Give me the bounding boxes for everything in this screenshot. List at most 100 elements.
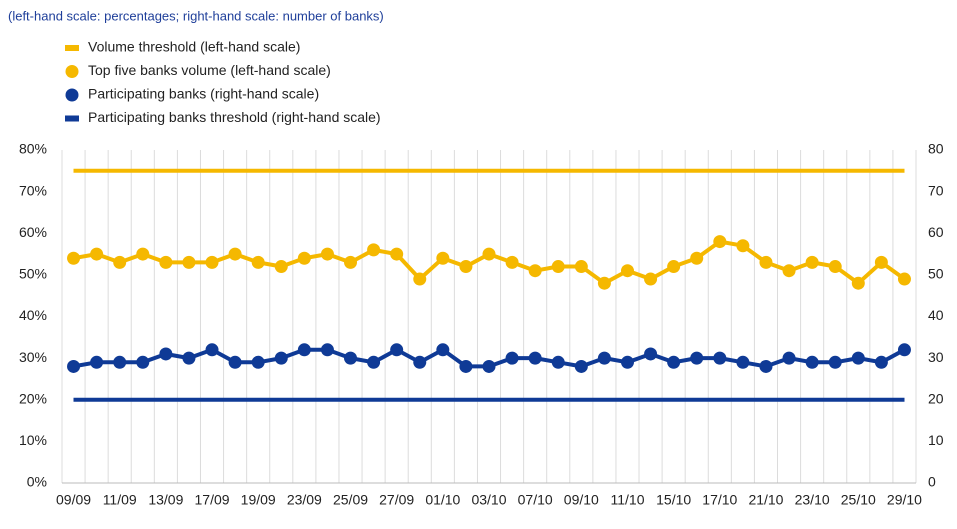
data-point (436, 251, 450, 265)
data-point (620, 355, 634, 369)
data-point (551, 260, 565, 274)
data-point (90, 355, 104, 369)
data-point (667, 260, 681, 274)
x-tick-label: 11/10 (610, 492, 644, 508)
data-point (644, 347, 658, 361)
y-tick-label: 80% (19, 141, 47, 157)
x-tick-label: 13/09 (148, 492, 183, 508)
legend-label: Volume threshold (left-hand scale) (88, 39, 300, 55)
data-point (459, 359, 473, 373)
y2-tick-label: 40 (928, 307, 944, 323)
legend-swatch (65, 45, 79, 51)
data-point (367, 355, 381, 369)
data-point (182, 351, 196, 365)
legend-swatch (65, 115, 79, 122)
data-point (344, 351, 358, 365)
x-tick-label: 01/10 (425, 492, 460, 508)
data-point (482, 247, 496, 261)
data-point (113, 255, 127, 269)
data-point (759, 359, 773, 373)
legend-label: Participating banks (right-hand scale) (88, 86, 319, 102)
data-point (851, 276, 865, 290)
data-point (274, 351, 288, 365)
data-point (274, 260, 288, 274)
y2-tick-label: 80 (928, 141, 944, 157)
data-point (759, 255, 773, 269)
data-point (367, 243, 381, 257)
y2-tick-label: 20 (928, 390, 944, 406)
data-point (251, 355, 265, 369)
data-point (413, 355, 427, 369)
x-tick-label: 07/10 (518, 492, 553, 508)
data-point (805, 355, 819, 369)
data-point (736, 239, 750, 253)
y-tick-label: 30% (19, 349, 47, 365)
data-point (782, 264, 796, 278)
data-point (874, 255, 888, 269)
data-point (390, 247, 404, 261)
data-point (713, 235, 727, 249)
x-tick-label: 19/09 (241, 492, 276, 508)
y-tick-label: 70% (19, 182, 47, 198)
data-point (228, 355, 242, 369)
data-point (182, 255, 196, 269)
data-point (67, 359, 81, 373)
data-point (505, 351, 519, 365)
data-point (667, 355, 681, 369)
data-point (320, 343, 334, 357)
x-tick-label: 23/10 (795, 492, 830, 508)
y2-tick-label: 60 (928, 224, 944, 240)
data-point (459, 260, 473, 274)
data-point (782, 351, 796, 365)
y2-tick-label: 10 (928, 432, 944, 448)
data-point (713, 351, 727, 365)
x-tick-label: 09/09 (56, 492, 91, 508)
data-point (205, 343, 219, 357)
data-point (851, 351, 865, 365)
x-tick-label: 17/10 (702, 492, 737, 508)
data-point (228, 247, 242, 261)
data-point (67, 251, 81, 265)
x-tick-label: 15/10 (656, 492, 691, 508)
data-point (574, 260, 588, 274)
data-point (644, 272, 658, 286)
data-point (874, 355, 888, 369)
data-point (574, 359, 588, 373)
data-point (320, 247, 334, 261)
y-tick-label: 10% (19, 432, 47, 448)
data-point (597, 351, 611, 365)
x-tick-label: 25/10 (841, 492, 876, 508)
chart-subtitle: (left-hand scale: percentages; right-han… (8, 8, 384, 23)
data-point (136, 355, 150, 369)
y-tick-label: 0% (27, 474, 47, 490)
legend-label: Top five banks volume (left-hand scale) (88, 62, 331, 78)
data-point (805, 255, 819, 269)
y2-tick-label: 30 (928, 349, 944, 365)
data-point (597, 276, 611, 290)
x-tick-label: 17/09 (195, 492, 230, 508)
y-tick-label: 40% (19, 307, 47, 323)
y2-tick-label: 50 (928, 266, 944, 282)
x-tick-label: 21/10 (748, 492, 783, 508)
data-point (159, 347, 173, 361)
x-tick-label: 09/10 (564, 492, 599, 508)
data-point (436, 343, 450, 357)
data-point (159, 255, 173, 269)
data-point (528, 351, 542, 365)
data-point (828, 355, 842, 369)
data-point (344, 255, 358, 269)
y-tick-label: 20% (19, 390, 47, 406)
data-point (90, 247, 104, 261)
x-tick-label: 25/09 (333, 492, 368, 508)
y2-tick-label: 70 (928, 182, 944, 198)
data-point (620, 264, 634, 278)
x-tick-label: 27/09 (379, 492, 414, 508)
data-point (482, 359, 496, 373)
data-point (690, 351, 704, 365)
data-point (897, 343, 911, 357)
x-tick-label: 29/10 (887, 492, 922, 508)
y-tick-label: 60% (19, 224, 47, 240)
data-point (297, 251, 311, 265)
data-point (413, 272, 427, 286)
